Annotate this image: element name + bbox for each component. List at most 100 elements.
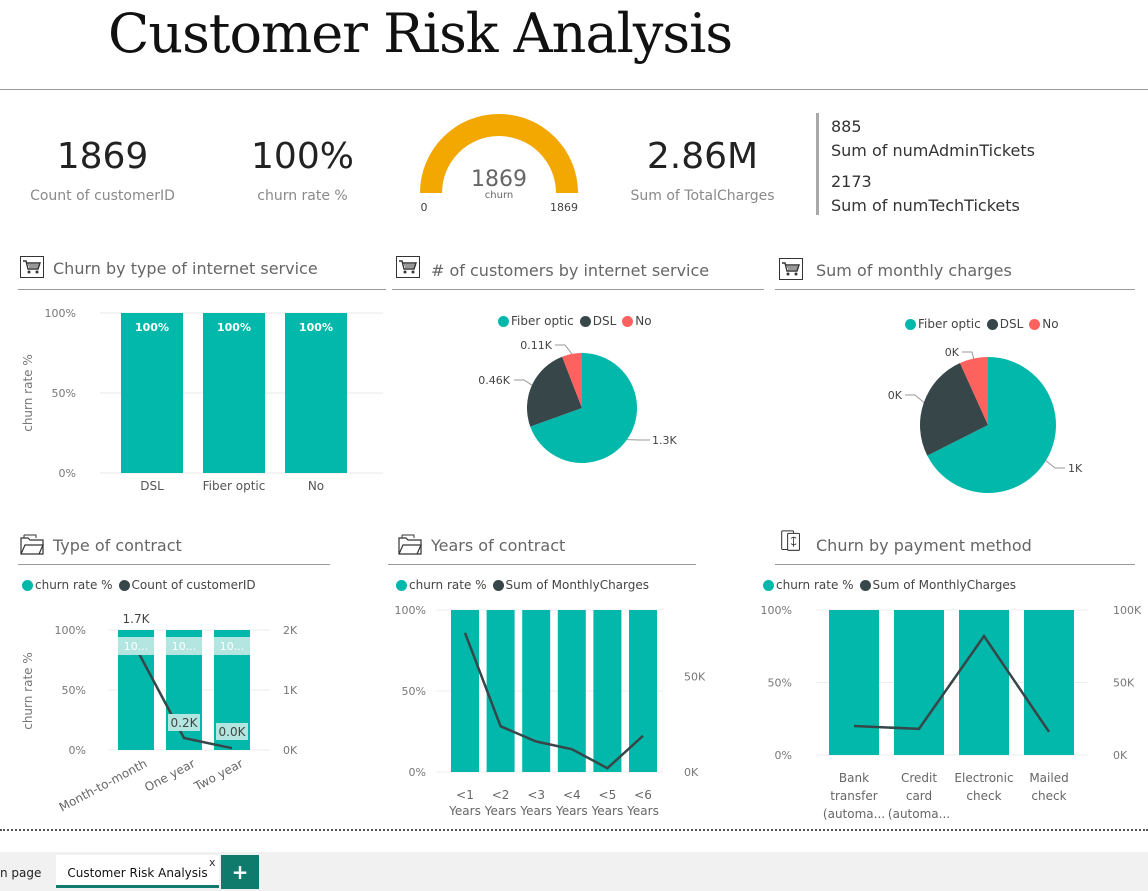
bar — [894, 610, 944, 755]
y-axis-label: churn rate % — [21, 354, 35, 432]
legend-dot-no — [622, 315, 634, 327]
churn-kpi-value[interactable]: 100% — [251, 136, 354, 177]
x-tick-label: Years — [519, 804, 552, 818]
x-tick-label: No — [308, 479, 324, 493]
x-tick-label: Years — [626, 804, 659, 818]
tab-previous-page[interactable]: n page — [0, 866, 42, 880]
pie-slice — [562, 353, 582, 408]
kpi-side-bar — [816, 113, 819, 215]
x-tick-label: Month-to-month — [57, 756, 150, 814]
y-axis-label: churn rate % — [21, 652, 35, 730]
pie-leader-line — [555, 344, 573, 355]
y2-tick-label: 50K — [1113, 677, 1135, 690]
legend-dot-dsl — [579, 315, 591, 327]
churn-internet-title: Churn by type of internet service — [53, 259, 318, 278]
legend-label: Count of customerID — [131, 578, 256, 592]
cart-icon — [779, 258, 803, 280]
bar — [557, 610, 586, 772]
count-kpi-value[interactable]: 1869 — [56, 136, 149, 177]
monthly-charges-title: Sum of monthly charges — [816, 261, 1012, 280]
monthly-charges-legend: Fiber optic DSL No — [905, 317, 1059, 331]
y-tick-label: 50% — [52, 387, 76, 400]
legend-label: DSL — [999, 317, 1024, 331]
series-line — [463, 632, 644, 770]
y2-tick-label: 100K — [1113, 604, 1142, 617]
y-tick-label: 50% — [62, 684, 86, 697]
charges-kpi-label: Sum of TotalCharges — [630, 188, 775, 204]
customers-internet-legend: Fiber optic DSL No — [498, 314, 652, 328]
customers-internet-pie[interactable]: 1.3K 0.46K 0.11K — [460, 330, 700, 480]
x-tick-label: Mailed — [1029, 771, 1068, 785]
y2-tick-label: 2K — [283, 624, 298, 637]
x-tick-label: Years — [555, 804, 588, 818]
gauge-min: 0 — [421, 201, 428, 214]
x-tick-label: <3 — [527, 788, 545, 802]
folder-icon — [398, 534, 422, 555]
legend-dot-fiber — [905, 318, 916, 330]
folder-icon — [20, 534, 44, 555]
pie-slice — [920, 363, 988, 456]
y2-tick-label: 50K — [684, 671, 706, 684]
legend-dot-churn — [763, 579, 774, 591]
legend-label: Fiber optic — [511, 314, 574, 328]
type-contract-title: Type of contract — [53, 536, 182, 555]
bar — [285, 313, 347, 473]
bar — [451, 610, 479, 772]
bar — [121, 313, 183, 473]
legend-label: DSL — [592, 314, 617, 328]
customers-internet-rule — [392, 289, 764, 290]
x-tick-label: <1 — [456, 788, 474, 802]
legend-label: Fiber optic — [918, 317, 981, 331]
pie-slice — [959, 357, 988, 425]
tab-close-icon[interactable]: x — [209, 856, 216, 869]
pie-leader-line — [514, 379, 533, 386]
payment-method-legend: churn rate % Sum of MonthlyCharges — [763, 578, 1016, 592]
monthly-charges-pie[interactable]: 1K 0K 0K — [860, 335, 1100, 505]
tech-tickets-value[interactable]: 2173 — [831, 172, 872, 191]
legend-dot-dsl — [986, 318, 998, 330]
line-data-label: 1.7K — [123, 612, 151, 626]
page-bottom-border — [0, 829, 1148, 831]
pie-data-label: 0.46K — [478, 374, 510, 387]
x-tick-label: check — [1031, 789, 1066, 803]
payment-method-chart[interactable]: 100% 50% 0% 100K 50K 0K Bank transfer (automa...… — [758, 596, 1146, 824]
title-divider — [0, 89, 1148, 90]
x-tick-label: <6 — [634, 788, 652, 802]
admin-tickets-value[interactable]: 885 — [831, 117, 862, 136]
type-contract-chart[interactable]: 100% 50% 0% 2K 1K 0K churn rate % 10... Month-to… — [18, 596, 318, 824]
years-contract-title: Years of contract — [431, 536, 566, 555]
y2-tick-label: 0K — [283, 744, 298, 757]
charges-kpi-value[interactable]: 2.86M — [646, 136, 759, 177]
y-tick-label: 0% — [775, 749, 792, 762]
x-tick-label: Years — [591, 804, 624, 818]
y-tick-label: 0% — [409, 766, 426, 779]
gauge-value: 1869 — [471, 167, 527, 192]
churn-gauge[interactable]: 1869 churn 0 1869 — [410, 108, 590, 218]
x-tick-label: card — [906, 789, 932, 803]
legend-label: No — [635, 314, 652, 328]
x-tick-label: One year — [142, 756, 197, 794]
churn-kpi-label: churn rate % — [257, 188, 348, 204]
years-contract-chart[interactable]: 100% 50% 0% 50K 0K <1 Years <2 Years <3 Years <4 Yea… — [388, 596, 718, 824]
legend-label: Sum of MonthlyCharges — [872, 578, 1017, 592]
cart-icon — [20, 256, 44, 278]
y2-tick-label: 1K — [283, 684, 298, 697]
bar-data-label-box — [166, 637, 202, 655]
years-contract-legend: churn rate % Sum of MonthlyCharges — [396, 578, 649, 592]
bar — [593, 610, 622, 772]
add-page-button[interactable]: + — [221, 855, 259, 889]
churn-internet-rule — [18, 289, 386, 290]
type-contract-legend: churn rate % Count of customerID — [22, 578, 256, 592]
legend-label: Sum of MonthlyCharges — [505, 578, 650, 592]
bar-data-label-box — [214, 637, 250, 655]
line-data-label: 0.0K — [219, 725, 247, 739]
bar-data-label: 10... — [220, 640, 245, 653]
x-tick-label: <5 — [599, 788, 617, 802]
y-tick-label: 0% — [59, 467, 76, 480]
churn-internet-chart[interactable]: 100% 50% 0% churn rate % 100% DSL 100% Fiber op… — [18, 298, 388, 498]
bar — [486, 610, 515, 772]
y2-tick-label: 0K — [684, 766, 699, 779]
pie-data-label: 1.3K — [652, 434, 677, 447]
tab-customer-risk-analysis[interactable]: Customer Risk Analysis — [56, 855, 219, 888]
admin-tickets-label: Sum of numAdminTickets — [831, 141, 1036, 160]
